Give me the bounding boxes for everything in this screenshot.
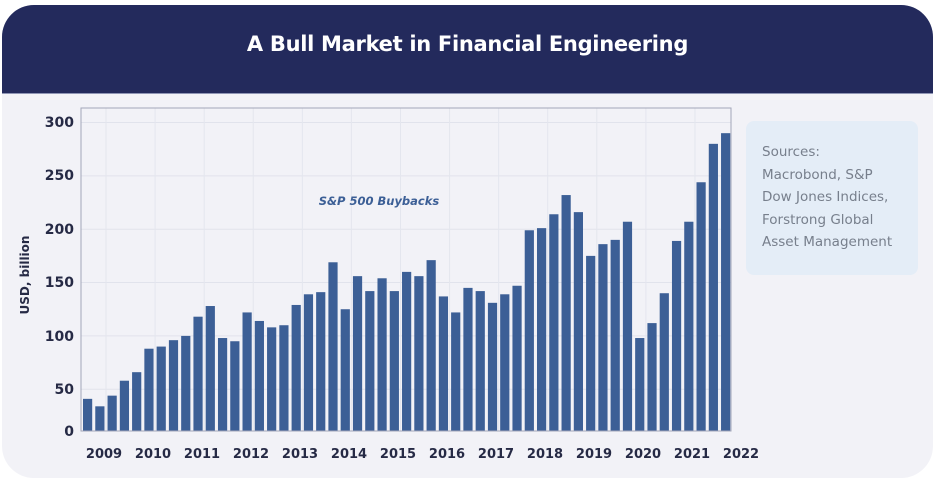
bar-2021Q1 xyxy=(671,240,682,431)
bar-2011Q4 xyxy=(217,338,228,431)
bar-2022Q1 xyxy=(721,133,731,432)
y-tick-label: 0 xyxy=(64,424,74,440)
x-tick-label: 2011 xyxy=(184,447,220,462)
bar-2013Q1 xyxy=(279,325,289,431)
x-tick-label: 2018 xyxy=(527,447,563,462)
bar-2017Q3 xyxy=(500,294,510,431)
sources-box: Sources: Macrobond, S&P Dow Jones Indice… xyxy=(746,121,918,275)
bar-2021Q3 xyxy=(696,182,706,431)
bar-2016Q2 xyxy=(438,296,449,431)
chart-title: A Bull Market in Financial Engineering xyxy=(246,32,689,56)
bar-2012Q1 xyxy=(230,341,240,431)
bar-2019Q3 xyxy=(598,244,608,431)
bar-2018Q3 xyxy=(549,214,559,431)
y-tick-label: 200 xyxy=(45,222,74,238)
bar-2012Q2 xyxy=(242,312,252,431)
bar-2016Q4 xyxy=(463,287,473,431)
plot-frame xyxy=(80,107,732,432)
x-tick-label: 2022 xyxy=(723,447,759,462)
bar-2015Q1 xyxy=(377,278,387,431)
bar-2014Q3 xyxy=(352,276,363,431)
bar-2016Q3 xyxy=(451,312,461,431)
bar-2016Q1 xyxy=(426,260,436,431)
bar-2014Q4 xyxy=(365,291,375,431)
bar-2010Q2 xyxy=(144,348,154,431)
x-tick-label: 2017 xyxy=(478,447,514,462)
y-tick-label: 300 xyxy=(45,115,74,131)
bar-2021Q4 xyxy=(708,143,718,431)
x-tick-labels: 2009 2010 2011 2012 2013 2014 2015 2016 2017 2018… xyxy=(86,447,759,462)
x-tick-label: 2014 xyxy=(331,447,367,462)
bar-2021Q2 xyxy=(684,221,694,431)
bar-2017Q2 xyxy=(487,302,498,431)
bar-2010Q1 xyxy=(132,372,142,431)
x-tick-label: 2019 xyxy=(576,447,612,462)
bar-2018Q4 xyxy=(561,195,571,431)
bar-2012Q3 xyxy=(254,320,264,431)
x-tick-label: 2013 xyxy=(282,447,318,462)
bar-2019Q4 xyxy=(610,239,620,431)
bar-2020Q1 xyxy=(622,221,633,431)
bar-2017Q1 xyxy=(475,291,485,431)
bar-2015Q2 xyxy=(389,291,399,431)
bar-2014Q1 xyxy=(328,262,338,431)
bar-2009Q2 xyxy=(95,406,105,431)
bar-2018Q2 xyxy=(536,228,547,431)
bar-2010Q4 xyxy=(168,340,179,431)
bar-2020Q4 xyxy=(659,293,669,431)
x-tick-label: 2010 xyxy=(135,447,171,462)
bar-2018Q1 xyxy=(524,230,534,431)
x-tick-label: 2016 xyxy=(429,447,465,462)
y-tick-label: 250 xyxy=(45,168,74,184)
y-tick-label: 100 xyxy=(45,329,74,345)
x-tick-label: 2021 xyxy=(674,447,710,462)
bar-2014Q2 xyxy=(340,309,350,431)
x-tick-label: 2012 xyxy=(233,447,269,462)
bar-2009Q4 xyxy=(119,380,130,431)
bar-2010Q3 xyxy=(156,346,166,431)
bar-2019Q2 xyxy=(586,255,596,432)
bar-2009Q3 xyxy=(107,395,117,431)
bar-2011Q3 xyxy=(205,306,215,431)
bar-2015Q3 xyxy=(402,271,412,431)
y-tick-labels: 0 50 100 150 200 250 300 xyxy=(45,115,74,440)
chart-card: A Bull Market in Financial Engineering 0… xyxy=(2,5,933,478)
sources-text: Sources: Macrobond, S&P Dow Jones Indice… xyxy=(762,144,893,250)
bar-2017Q4 xyxy=(512,285,522,431)
bars xyxy=(83,133,731,432)
bar-2013Q2 xyxy=(291,304,301,431)
x-tick-label: 2020 xyxy=(625,447,661,462)
bar-2012Q4 xyxy=(267,327,277,431)
x-tick-label: 2009 xyxy=(86,447,122,462)
bar-2013Q3 xyxy=(303,294,314,431)
bar-2020Q2 xyxy=(635,338,645,431)
y-tick-label: 150 xyxy=(45,275,74,291)
bar-2019Q1 xyxy=(573,212,583,431)
header-banner: A Bull Market in Financial Engineering xyxy=(2,5,933,94)
series-annotation: S&P 500 Buybacks xyxy=(319,194,440,208)
y-axis-label: USD, billion xyxy=(18,236,32,315)
x-tick-label: 2015 xyxy=(380,447,416,462)
bar-2011Q2 xyxy=(193,316,203,431)
bar-2015Q4 xyxy=(414,276,424,431)
gridlines xyxy=(81,108,731,431)
bar-2011Q1 xyxy=(181,335,191,431)
y-tick-label: 50 xyxy=(55,382,75,398)
bar-2020Q3 xyxy=(647,323,657,431)
bar-2013Q4 xyxy=(316,292,326,431)
bar-2009Q1 xyxy=(83,398,93,431)
